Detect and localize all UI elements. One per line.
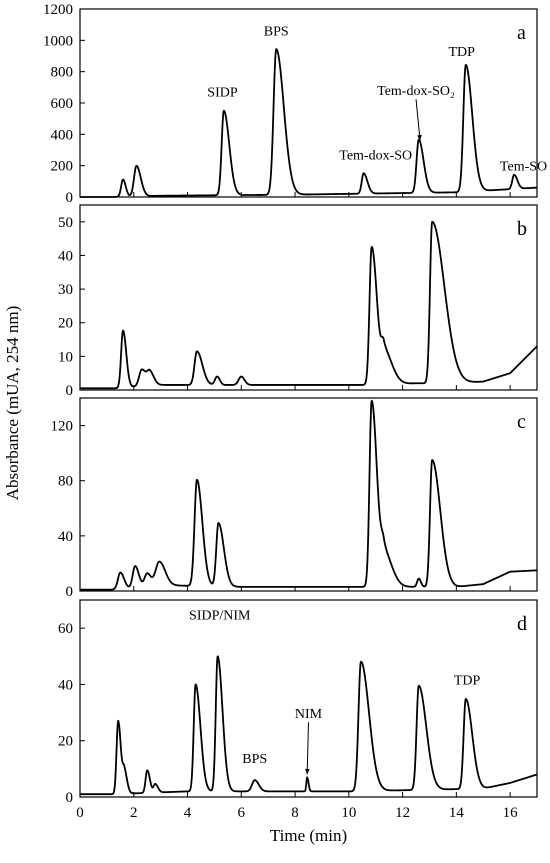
peak-annotation: NIM <box>295 707 323 722</box>
annotation-arrowhead <box>304 768 310 775</box>
peak-annotation: BPS <box>242 752 267 767</box>
y-tick-label: 0 <box>66 584 74 600</box>
series-line-c <box>79 399 538 591</box>
x-tick-label: 2 <box>130 805 138 821</box>
panel-letter: b <box>517 218 527 240</box>
panel-b: 0 10 20 30 40 50 b <box>58 204 538 399</box>
x-tick-label: 16 <box>503 805 519 821</box>
peak-annotation: TDP <box>454 673 481 688</box>
annotation-arrow <box>415 99 421 141</box>
y-tick-label: 60 <box>58 621 73 637</box>
peak-annotation: BPS <box>264 25 289 40</box>
x-tick-label: 6 <box>238 805 246 821</box>
panels: 020040060080010001200aSIDPBPSTem-dox-SO₂… <box>43 2 547 806</box>
panel-letter: d <box>517 613 527 635</box>
y-tick-label: 40 <box>58 248 73 264</box>
panel-frame <box>79 599 538 798</box>
peak-annotation: Tem-dox-SO₂ <box>377 84 455 99</box>
x-tick-label: 12 <box>395 805 410 821</box>
y-tick-label: 200 <box>51 159 74 175</box>
y-tick-label: 120 <box>51 419 74 435</box>
peak-annotation: Tem-dox-SO <box>339 148 412 163</box>
panel-d: 0 20 40 60 d SIDP/NIM BPS NIM TDP <box>58 599 538 806</box>
panel-letter: c <box>517 411 526 433</box>
x-axis-tick-labels: 0 2 4 6 8 10 12 14 16 <box>76 805 518 821</box>
y-tick-label: 30 <box>58 282 73 298</box>
y-tick-label: 50 <box>58 215 73 231</box>
y-tick-label: 400 <box>51 127 74 143</box>
panel-a: 0 200 400 600 800 1000 1200 a SIDP BPS Tem-dox-SO₂… <box>43 2 547 206</box>
x-tick-label: 4 <box>184 805 192 821</box>
x-tick-label: 0 <box>76 805 84 821</box>
y-tick-label: 0 <box>66 790 74 806</box>
y-tick-label: 80 <box>58 474 73 490</box>
x-axis-title: Time (min) <box>270 826 347 845</box>
y-tick-label: 20 <box>58 316 73 332</box>
y-tick-label: 1200 <box>43 2 73 18</box>
y-tick-label: 40 <box>58 529 73 545</box>
annotation-arrowhead <box>417 134 422 141</box>
peak-annotation: SIDP <box>207 86 238 101</box>
panel-letter: a <box>517 22 526 44</box>
y-tick-label: 600 <box>51 96 74 112</box>
y-tick-label: 1000 <box>43 33 73 49</box>
y-tick-label: 800 <box>51 65 74 81</box>
peak-annotation: TDP <box>449 45 476 60</box>
panel-frame <box>79 397 538 592</box>
series-line-a <box>79 48 538 198</box>
peak-annotation: SIDP/NIM <box>189 609 251 624</box>
y-axis-title: Absorbance (mUA, 254 nm) <box>3 306 22 501</box>
series-line-b <box>79 220 538 390</box>
panel-c: 0 40 80 120 c <box>51 397 538 600</box>
panel-frame <box>79 8 538 198</box>
x-tick-label: 10 <box>341 805 356 821</box>
peak-annotation: Tem-SO <box>500 159 547 174</box>
y-tick-label: 40 <box>58 677 73 693</box>
x-tick-label: 8 <box>291 805 299 821</box>
series-line-d <box>79 655 538 796</box>
panel-frame <box>79 204 538 391</box>
y-tick-label: 10 <box>58 349 73 365</box>
y-tick-label: 20 <box>58 734 73 750</box>
y-tick-label: 0 <box>66 190 74 206</box>
x-tick-label: 14 <box>449 805 465 821</box>
annotation-arrow <box>306 722 309 775</box>
y-tick-label: 0 <box>66 383 74 399</box>
